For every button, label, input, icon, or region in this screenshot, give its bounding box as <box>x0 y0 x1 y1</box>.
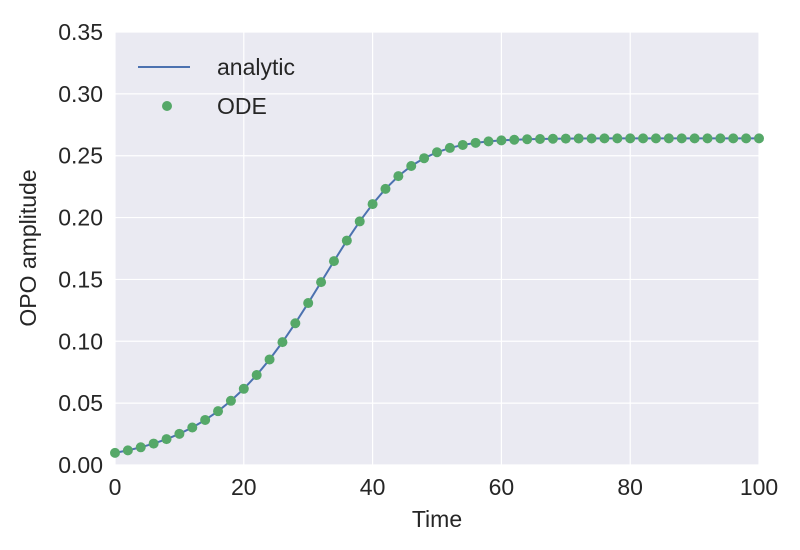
tick-labels: 0 20 40 60 80 100 0.00 0.05 0.10 0.15 0.20 0.25 0.30… <box>58 19 778 500</box>
ode-data-point <box>174 428 185 439</box>
ode-data-point <box>754 133 764 144</box>
ode-data-point <box>457 139 468 150</box>
ode-data-point <box>406 160 417 171</box>
ode-data-point <box>148 438 159 449</box>
y-tick-label: 0.35 <box>58 19 103 45</box>
ode-data-point <box>650 133 661 144</box>
ode-data-point <box>225 395 236 406</box>
ode-data-point <box>354 216 365 227</box>
ode-data-point <box>316 277 327 288</box>
x-tick-label: 40 <box>360 474 386 500</box>
ode-data-point <box>586 133 597 144</box>
ode-data-point <box>213 406 224 417</box>
legend: analytic ODE <box>138 54 295 119</box>
ode-data-point <box>509 134 520 145</box>
x-tick-label: 60 <box>489 474 515 500</box>
ode-data-point <box>328 256 339 267</box>
ode-data-point <box>238 383 249 394</box>
ode-data-point <box>689 133 700 144</box>
ode-data-point <box>535 134 546 145</box>
ode-data-point <box>625 133 636 144</box>
y-axis-label: OPO amplitude <box>15 169 41 326</box>
ode-data-point <box>638 133 649 144</box>
ode-data-point <box>522 134 533 145</box>
ode-data-point <box>547 133 558 144</box>
gridlines <box>114 31 760 466</box>
ode-data-point <box>277 337 288 348</box>
ode-data-point <box>110 447 120 458</box>
ode-data-point <box>560 133 571 144</box>
plot-background <box>115 32 759 465</box>
ode-data-point <box>728 133 739 144</box>
ode-data-point <box>702 133 713 144</box>
ode-data-point <box>122 445 133 456</box>
ode-data-point <box>393 171 404 182</box>
legend-ode-swatch <box>162 101 172 111</box>
ode-data-point <box>251 370 262 381</box>
ode-data-point <box>599 133 610 144</box>
ode-data-point <box>264 354 275 365</box>
ode-data-point <box>470 137 481 148</box>
x-tick-label: 20 <box>231 474 257 500</box>
x-tick-label: 80 <box>617 474 643 500</box>
y-tick-label: 0.15 <box>58 266 103 292</box>
ode-data-point <box>303 298 314 309</box>
ode-data-point <box>367 199 378 210</box>
y-tick-label: 0.20 <box>58 205 103 231</box>
legend-ode-label: ODE <box>217 93 267 119</box>
ode-data-point <box>419 153 430 164</box>
y-tick-label: 0.10 <box>58 328 103 354</box>
ode-data-point <box>496 135 507 146</box>
y-tick-label: 0.00 <box>58 452 103 478</box>
ode-data-point <box>290 318 301 329</box>
x-axis-label: Time <box>412 506 462 532</box>
y-tick-label: 0.05 <box>58 390 103 416</box>
ode-data-point <box>135 442 146 453</box>
ode-data-point <box>715 133 726 144</box>
ode-data-point <box>573 133 584 144</box>
ode-data-point <box>676 133 687 144</box>
ode-data-point <box>200 414 211 425</box>
data-series <box>110 133 764 458</box>
y-tick-label: 0.30 <box>58 81 103 107</box>
ode-data-point <box>187 422 198 433</box>
x-tick-label: 100 <box>740 474 778 500</box>
ode-data-point <box>444 142 455 153</box>
ode-data-point <box>341 235 352 246</box>
ode-data-point <box>161 434 172 445</box>
ode-data-point <box>663 133 674 144</box>
ode-data-point <box>380 183 391 194</box>
legend-analytic-label: analytic <box>217 54 295 80</box>
ode-data-point <box>483 136 494 147</box>
y-tick-label: 0.25 <box>58 143 103 169</box>
x-tick-label: 0 <box>109 474 122 500</box>
ode-data-point <box>432 147 442 158</box>
ode-data-point <box>741 133 752 144</box>
ode-data-point <box>612 133 623 144</box>
